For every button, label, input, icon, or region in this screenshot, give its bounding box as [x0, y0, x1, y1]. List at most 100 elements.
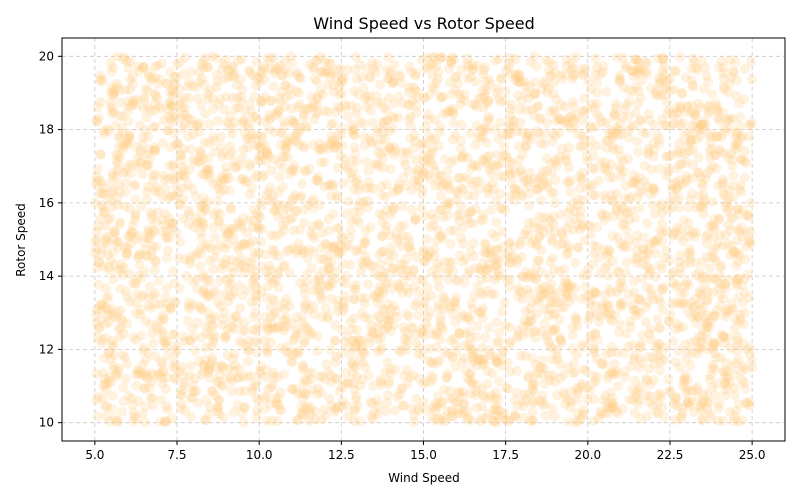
- data-point: [409, 281, 420, 292]
- data-point: [341, 271, 352, 281]
- data-point: [181, 110, 191, 121]
- data-point: [417, 275, 428, 286]
- data-point: [444, 385, 455, 396]
- data-point: [552, 390, 562, 401]
- data-point: [521, 272, 532, 283]
- data-point: [663, 316, 674, 327]
- data-point: [615, 238, 626, 249]
- data-point: [678, 215, 689, 226]
- data-point: [518, 321, 529, 332]
- data-point: [236, 54, 247, 65]
- data-point: [722, 372, 733, 383]
- data-point: [633, 147, 644, 158]
- data-point: [704, 165, 715, 176]
- data-point: [326, 377, 337, 388]
- data-point: [237, 408, 247, 418]
- data-point: [252, 336, 263, 347]
- data-point: [235, 74, 246, 85]
- data-point: [193, 93, 204, 104]
- data-point: [567, 322, 578, 333]
- data-point: [615, 76, 626, 87]
- data-point: [615, 277, 626, 288]
- data-point: [402, 330, 413, 341]
- data-point: [269, 246, 280, 257]
- data-point: [222, 64, 233, 75]
- data-point: [666, 150, 676, 161]
- data-point: [738, 319, 749, 330]
- data-point: [686, 188, 697, 199]
- data-point: [365, 105, 376, 116]
- data-point: [166, 413, 177, 424]
- data-point: [510, 54, 521, 65]
- data-point: [209, 210, 219, 220]
- data-point: [209, 333, 220, 344]
- data-point: [604, 403, 615, 414]
- data-point: [575, 141, 585, 152]
- data-point: [337, 395, 348, 406]
- data-point: [485, 244, 496, 255]
- data-point: [680, 177, 691, 187]
- data-point: [341, 278, 352, 289]
- data-point: [406, 271, 417, 282]
- data-point: [125, 159, 136, 170]
- data-point: [443, 274, 454, 285]
- data-point: [479, 238, 490, 249]
- data-point: [221, 331, 232, 342]
- data-point: [634, 63, 645, 74]
- data-point: [622, 207, 633, 218]
- data-point: [435, 53, 445, 64]
- data-point: [373, 271, 384, 281]
- data-point: [475, 354, 486, 365]
- data-point: [473, 93, 484, 104]
- data-point: [239, 238, 250, 249]
- data-point: [224, 363, 235, 374]
- data-point: [578, 409, 588, 419]
- data-point: [702, 335, 713, 345]
- data-point: [674, 175, 685, 186]
- data-point: [539, 378, 550, 389]
- data-point: [716, 271, 727, 282]
- data-point: [184, 303, 195, 314]
- data-point: [169, 357, 180, 368]
- data-point: [440, 153, 450, 164]
- data-point: [471, 120, 482, 131]
- data-point: [442, 197, 453, 208]
- data-point: [281, 312, 292, 323]
- data-point: [389, 98, 400, 109]
- data-point: [374, 344, 385, 355]
- data-point: [238, 173, 249, 184]
- data-point: [224, 291, 234, 302]
- data-point: [512, 400, 523, 411]
- data-point: [617, 298, 628, 309]
- data-point: [545, 215, 556, 226]
- data-point: [381, 64, 392, 75]
- data-point: [384, 311, 395, 321]
- data-point: [200, 415, 211, 426]
- data-point: [727, 113, 738, 124]
- data-point: [316, 414, 327, 425]
- data-point: [534, 128, 545, 139]
- data-point: [491, 417, 502, 428]
- data-point: [739, 146, 750, 156]
- data-point: [348, 207, 359, 218]
- data-point: [113, 131, 124, 141]
- data-point: [493, 54, 504, 64]
- data-point: [654, 79, 665, 89]
- data-point: [349, 142, 360, 153]
- data-point: [467, 351, 478, 362]
- data-point: [606, 367, 617, 377]
- data-point: [528, 396, 539, 407]
- data-point: [539, 304, 550, 314]
- data-point: [371, 395, 382, 406]
- data-point: [165, 67, 176, 78]
- data-point: [385, 164, 396, 174]
- data-point: [389, 113, 400, 124]
- data-point: [657, 285, 668, 296]
- data-point: [410, 300, 421, 311]
- data-point: [154, 101, 165, 112]
- data-point: [644, 397, 655, 407]
- data-point: [234, 160, 245, 171]
- x-axis: 5.0 7.5 10.0 12.5 15.0 17.5 20.0 22.5 25.0: [85, 441, 765, 462]
- data-point: [176, 149, 187, 160]
- data-point: [376, 380, 387, 391]
